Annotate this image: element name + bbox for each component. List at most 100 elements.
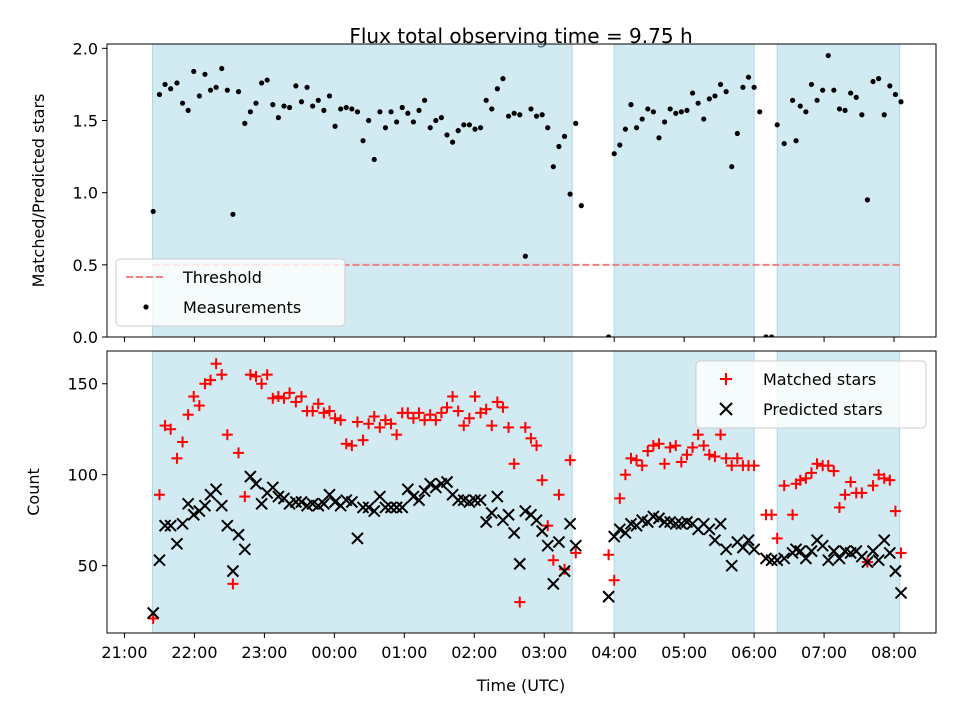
matched-star-marker: [653, 438, 665, 450]
matched-star-marker: [153, 489, 165, 501]
measurement-point: [191, 68, 197, 75]
matched-star-marker: [766, 509, 778, 521]
measurement-point: [253, 100, 259, 106]
matched-star-marker: [703, 449, 715, 461]
predicted-star-marker: [146, 606, 160, 620]
measurement-point: [293, 83, 299, 89]
predicted-star-marker: [669, 517, 682, 531]
measurement-point: [185, 107, 191, 113]
matched-star-marker: [625, 452, 637, 464]
matched-star-marker: [424, 409, 436, 421]
matched-star-marker: [159, 420, 171, 432]
bottom-y-ticks: 50 100 150: [67, 375, 107, 576]
measurement-point: [449, 139, 456, 145]
x-tick-label: 05:00: [661, 643, 707, 662]
predicted-star-marker: [799, 552, 813, 565]
matched-star-marker: [233, 447, 245, 459]
measurement-point: [416, 107, 422, 113]
measurement-point: [264, 77, 270, 83]
measurement-point: [814, 97, 820, 103]
measurement-point: [196, 93, 202, 99]
predicted-star-marker: [894, 586, 908, 600]
matched-star-marker: [698, 440, 710, 452]
legend-measurement-label: Measurements: [183, 298, 301, 317]
x-tick-label: 07:00: [801, 643, 847, 662]
measurement-point: [797, 103, 803, 109]
predicted-star-marker: [833, 552, 846, 565]
measurement-point: [774, 122, 780, 128]
measurement-point: [298, 99, 305, 105]
matched-star-marker: [323, 405, 335, 417]
x-tick-label: 23:00: [241, 643, 287, 662]
predicted-star-marker: [491, 490, 504, 503]
predicted-star-marker: [368, 504, 381, 518]
predicted-star-marker: [351, 532, 364, 545]
predicted-star-marker: [440, 475, 454, 489]
predicted-star-marker: [535, 524, 549, 538]
matched-star-marker: [435, 407, 447, 419]
matched-star-marker: [564, 454, 576, 466]
matched-star-marker: [261, 369, 273, 381]
matched-star-marker: [547, 554, 559, 566]
measurement-point: [831, 87, 837, 93]
measurement-point: [622, 126, 628, 132]
measurement-point: [477, 125, 484, 131]
measurement-point: [505, 113, 512, 119]
matched-star-marker: [256, 378, 268, 390]
measurement-point: [545, 125, 551, 131]
x-tick-label: 03:00: [521, 643, 567, 662]
matched-star-marker: [278, 392, 290, 404]
measurement-point: [405, 110, 411, 116]
predicted-star-marker: [209, 483, 223, 496]
measurement-point: [275, 115, 281, 121]
measurement-point: [174, 80, 180, 86]
measurement-point: [573, 120, 579, 126]
matched-star-marker: [290, 396, 302, 408]
matched-star-marker: [199, 378, 211, 390]
measurement-point: [219, 65, 225, 72]
matched-star-marker: [503, 421, 515, 433]
matched-star-marker: [307, 405, 319, 417]
measurement-point: [382, 125, 389, 131]
measurement-point: [706, 96, 712, 102]
measurement-point: [781, 140, 787, 147]
predicted-star-marker: [215, 499, 228, 512]
matched-star-marker: [391, 429, 403, 441]
predicted-star-marker: [619, 526, 632, 540]
predicted-star-marker: [736, 541, 750, 554]
measurement-point: [628, 102, 634, 108]
matched-star-marker: [368, 410, 380, 422]
predicted-star-marker: [164, 519, 177, 532]
measurement-point: [695, 100, 701, 106]
measurement-point: [461, 122, 467, 128]
measurement-point: [366, 117, 372, 124]
matched-star-marker: [748, 460, 760, 472]
predicted-star-marker: [861, 555, 874, 569]
matched-star-marker: [379, 414, 391, 426]
measurement-point: [213, 84, 219, 90]
measurement-point: [539, 112, 545, 118]
matched-star-marker: [525, 432, 537, 444]
predicted-star-marker: [742, 534, 755, 547]
predicted-star-marker: [328, 495, 342, 509]
measurement-point: [427, 125, 433, 131]
measurement-point: [820, 87, 826, 93]
predicted-star-marker: [362, 501, 375, 514]
measurement-point: [321, 107, 327, 113]
predicted-star-marker: [373, 490, 387, 503]
measurement-point: [522, 253, 528, 259]
measurement-point: [349, 106, 355, 112]
measurement-point: [751, 84, 757, 90]
predicted-star-marker: [889, 564, 902, 578]
matched-star-marker: [441, 401, 453, 413]
matched-star-marker: [447, 390, 459, 402]
matched-star-marker: [531, 440, 543, 452]
measurement-point: [808, 81, 815, 88]
y-tick-label: 0.0: [73, 328, 98, 347]
predicted-star-marker: [607, 530, 621, 543]
bottom-legend-box: [695, 360, 927, 429]
matched-star-marker: [250, 370, 262, 382]
measurement-point: [836, 106, 843, 112]
predicted-star-marker: [418, 484, 431, 498]
